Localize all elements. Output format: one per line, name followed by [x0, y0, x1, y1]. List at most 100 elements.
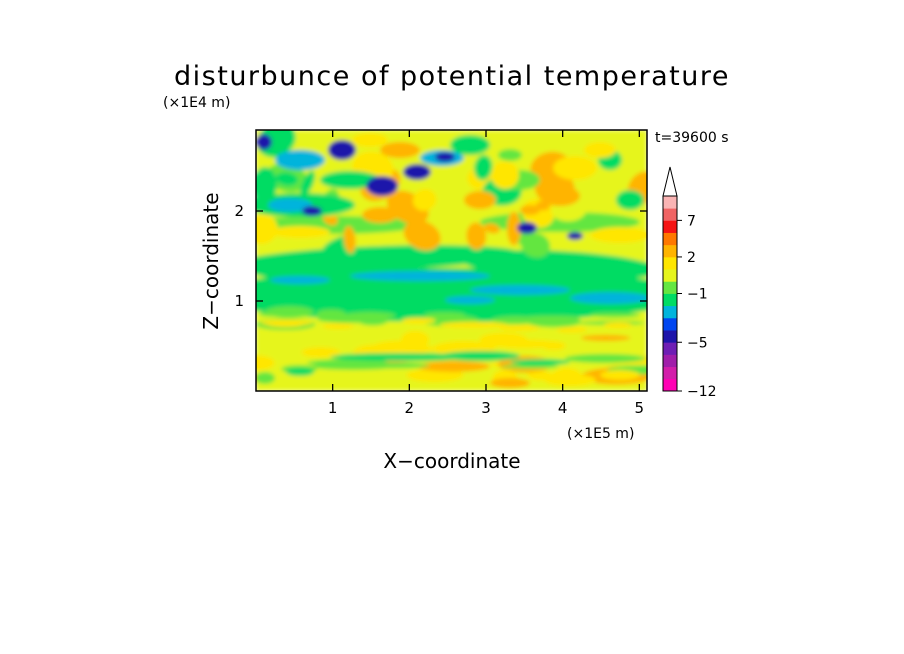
colorbar-label: −5 — [687, 335, 708, 351]
field-blob — [275, 172, 299, 186]
field-blob — [320, 171, 380, 189]
field-blob — [362, 207, 398, 223]
colorbar-label: 7 — [687, 213, 696, 229]
field-blob — [445, 296, 495, 304]
x-tick-label: 5 — [635, 399, 645, 417]
field-blob — [520, 232, 551, 258]
field-blob — [567, 232, 583, 240]
field-blob — [589, 312, 641, 318]
field-blob — [366, 176, 398, 196]
field-blob — [256, 167, 277, 203]
heatmap-layer — [256, 130, 647, 391]
field-blob — [510, 359, 570, 365]
field-blob — [256, 214, 278, 244]
x-tick-label: 2 — [405, 399, 415, 417]
field-blob — [498, 324, 541, 331]
plot-frame — [255, 129, 648, 392]
field-blob — [590, 227, 647, 243]
field-blob — [350, 271, 490, 281]
field-blob — [403, 220, 441, 251]
field-blob — [489, 339, 560, 349]
time-label: t=39600 s — [655, 130, 729, 146]
colorbar-swatch — [663, 281, 677, 294]
x-axis: 1 2 3 4 5 — [328, 130, 644, 417]
field-blob — [556, 326, 588, 333]
field-blob — [317, 315, 385, 323]
field-blob — [275, 150, 325, 170]
field-blob — [498, 149, 522, 161]
field-blob — [266, 321, 305, 328]
chart-title: disturbunce of potential temperature — [174, 61, 730, 92]
field-blob — [268, 198, 312, 212]
colorbar-swatch — [663, 269, 677, 282]
colorbar-swatch — [663, 366, 677, 380]
field-blob — [256, 260, 350, 280]
field-blob — [564, 353, 646, 364]
field-blob — [439, 321, 508, 328]
field-blob — [401, 330, 430, 349]
field-blob — [256, 268, 647, 322]
colorbar-swatch — [663, 342, 677, 355]
field-blob — [343, 225, 356, 254]
field-blob — [474, 154, 493, 181]
field-blob — [490, 378, 530, 388]
colorbar-swatch — [663, 256, 677, 270]
colorbar-swatch — [663, 232, 677, 246]
field-blob — [544, 374, 596, 386]
field-blob — [584, 142, 616, 158]
field-blob — [466, 222, 487, 250]
field-blob — [270, 276, 330, 284]
field-blob — [517, 222, 537, 234]
field-blob — [520, 205, 540, 215]
field-blob — [603, 322, 633, 329]
colorbar-swatch — [663, 317, 677, 331]
field-blob — [401, 317, 436, 324]
field-blob — [352, 133, 388, 147]
field-blob — [256, 372, 275, 384]
field-blob — [450, 135, 490, 155]
field-blob — [403, 164, 431, 180]
field-blob — [570, 292, 647, 304]
field-blob — [417, 361, 490, 372]
field-blob — [440, 351, 520, 361]
y-tick-label: 2 — [234, 202, 244, 220]
field-blob — [536, 201, 550, 211]
colorbar-swatch — [663, 330, 677, 343]
field-blob — [423, 312, 466, 318]
colorbar-swatch — [663, 244, 677, 258]
y-tick-label: 1 — [234, 292, 244, 310]
colorbar: −12−5−127 — [662, 166, 717, 400]
colorbar-swatch — [663, 220, 677, 233]
field-blob — [330, 353, 470, 361]
field-blob — [302, 206, 322, 216]
x-axis-label: X−coordinate — [383, 449, 520, 473]
colorbar-swatch — [663, 378, 677, 392]
field-blob — [328, 140, 356, 160]
field-blob — [600, 370, 640, 380]
field-blob — [460, 250, 647, 280]
colorbar-swatch — [663, 208, 677, 221]
field-blob — [322, 323, 354, 330]
colorbar-swatch — [663, 293, 677, 307]
field-blob — [380, 142, 420, 158]
field-blob — [526, 316, 582, 328]
x-tick-label: 4 — [558, 399, 568, 417]
colorbar-swatch — [663, 196, 677, 209]
field-blob — [464, 191, 496, 209]
field-blob — [507, 211, 521, 246]
field-blob — [357, 362, 430, 369]
field-blob — [580, 334, 631, 341]
field-blob — [286, 368, 314, 376]
field-blob — [301, 347, 341, 358]
field-blob — [483, 223, 500, 234]
field-blob — [412, 188, 437, 212]
colorbar-label: 2 — [687, 250, 696, 266]
colorbar-label: −12 — [687, 384, 717, 400]
field-blob — [553, 156, 597, 180]
field-blob — [616, 190, 644, 210]
y-unit-label: (×1E4 m) — [163, 95, 230, 111]
field-blob — [435, 152, 455, 162]
field-blob — [540, 186, 580, 206]
x-tick-label: 1 — [328, 399, 338, 417]
field-blob — [256, 134, 272, 150]
